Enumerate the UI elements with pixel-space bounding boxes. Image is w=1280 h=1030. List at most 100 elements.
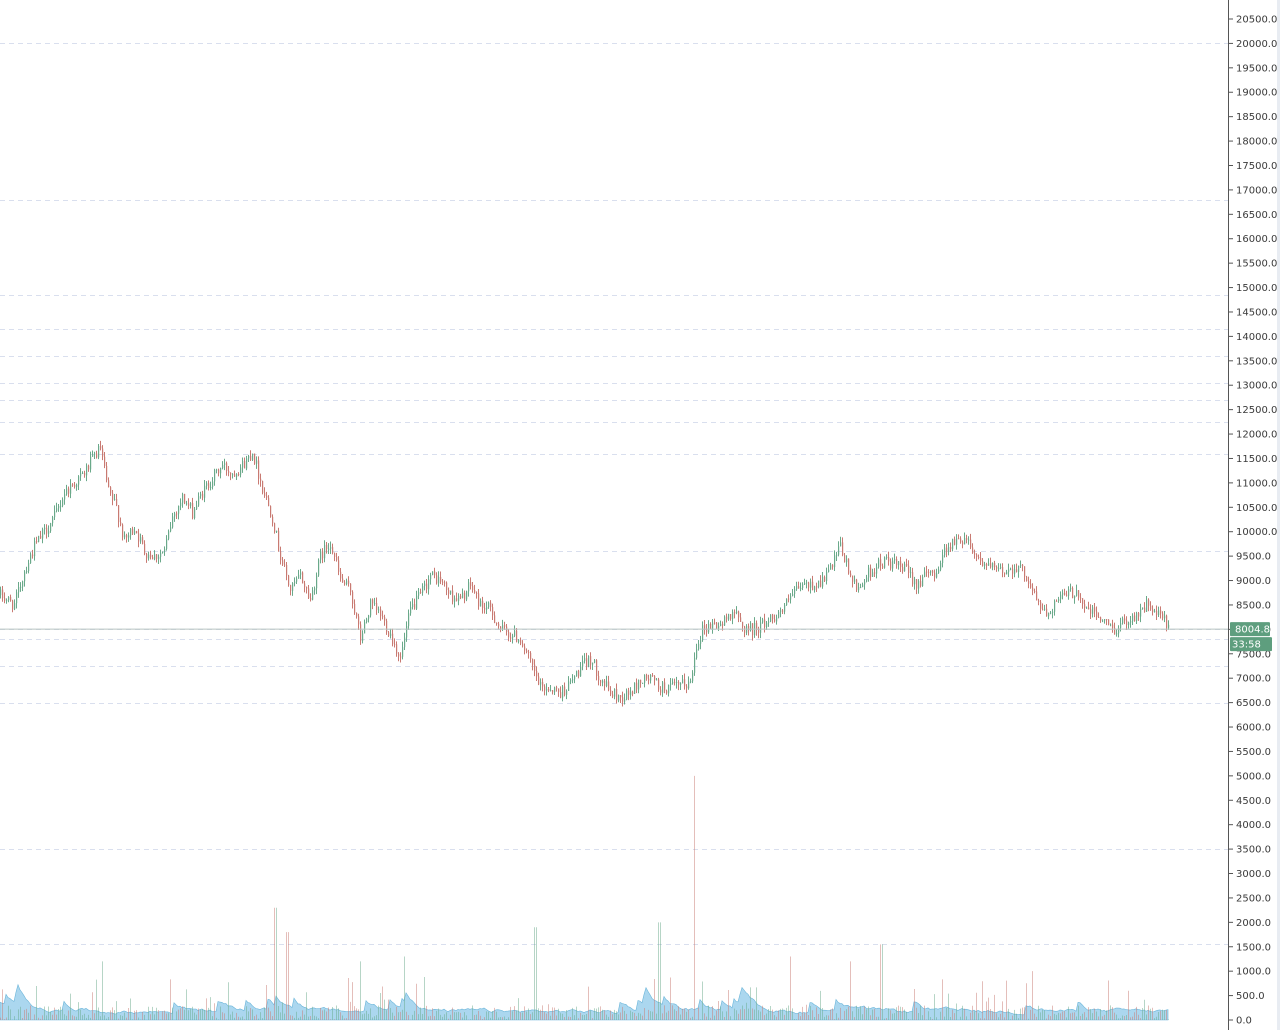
candle — [1022, 564, 1024, 572]
candle — [508, 629, 510, 642]
candle — [322, 548, 324, 564]
candle — [126, 533, 128, 543]
candle — [958, 534, 960, 540]
candle — [932, 569, 934, 576]
axis-tick-label: 20500.0 — [1236, 15, 1277, 26]
candle — [816, 582, 818, 592]
axis-tick-label: 6500.0 — [1236, 698, 1271, 709]
candle — [542, 678, 544, 692]
candle — [172, 512, 174, 529]
candle — [840, 536, 842, 547]
candle — [1118, 625, 1120, 638]
candle — [226, 461, 228, 476]
candle — [936, 568, 938, 579]
candle — [48, 525, 50, 538]
candle — [716, 621, 718, 629]
candle — [972, 543, 974, 554]
candle — [250, 450, 252, 461]
candle — [824, 575, 826, 583]
price-badges: 8004.8 33:58 — [1230, 622, 1272, 652]
candle — [904, 561, 906, 572]
axis-tick-label: 19500.0 — [1236, 63, 1277, 74]
axis-tick-label: 1500.0 — [1236, 942, 1271, 953]
candle — [546, 683, 548, 696]
candle — [680, 682, 682, 690]
candle — [616, 683, 618, 704]
candle — [574, 675, 576, 684]
candle — [524, 643, 526, 655]
candle — [672, 678, 674, 685]
candle — [114, 493, 116, 501]
candle — [982, 558, 984, 567]
candle — [116, 493, 118, 507]
candle — [272, 514, 274, 527]
candle — [144, 540, 146, 556]
candle — [434, 567, 436, 579]
candle — [92, 450, 94, 457]
candle — [550, 684, 552, 692]
candle — [624, 693, 626, 705]
candle — [12, 599, 14, 613]
axis-tick-label: 11500.0 — [1236, 454, 1277, 465]
axis-tick-label: 14000.0 — [1236, 332, 1277, 343]
candle — [86, 463, 88, 482]
candle — [584, 653, 586, 664]
candle — [788, 594, 790, 603]
candle — [916, 579, 918, 595]
candle — [422, 583, 424, 596]
candle — [812, 575, 814, 591]
candle — [520, 637, 522, 646]
candle — [1104, 618, 1106, 624]
candle — [660, 686, 662, 696]
candle — [630, 687, 632, 700]
candle — [1092, 604, 1094, 618]
candle — [164, 546, 166, 556]
candle — [54, 505, 56, 521]
axis-tick-label: 20000.0 — [1236, 39, 1277, 50]
candle — [1030, 579, 1032, 589]
candle — [634, 682, 636, 695]
candle — [1066, 590, 1068, 597]
candle — [590, 652, 592, 670]
candle — [944, 544, 946, 558]
candle — [694, 652, 696, 676]
candle — [586, 652, 588, 670]
candle — [246, 455, 248, 471]
candle — [534, 659, 536, 677]
candle — [1024, 566, 1026, 582]
candle — [612, 690, 614, 699]
candle — [228, 466, 230, 477]
candle — [706, 623, 708, 637]
candle — [0, 586, 2, 599]
candle — [1074, 595, 1076, 604]
candle — [50, 522, 52, 533]
candle — [4, 592, 6, 604]
candle — [890, 558, 892, 571]
candle — [858, 582, 860, 593]
candle — [908, 560, 910, 579]
candle — [644, 674, 646, 688]
candle — [1134, 612, 1136, 622]
candle — [1138, 611, 1140, 621]
price-axis[interactable]: 20500.0 20000.0 19500.0 19000.0 18500.0 18000… — [1228, 0, 1277, 1030]
candle — [270, 505, 272, 518]
candle — [134, 526, 136, 536]
axis-tick-label: 17000.0 — [1236, 185, 1277, 196]
candle — [428, 575, 430, 595]
candle — [436, 572, 438, 585]
candle — [264, 487, 266, 498]
candle — [1002, 563, 1004, 578]
candle — [480, 598, 482, 607]
candle — [372, 598, 374, 610]
scrollbar-track[interactable] — [1277, 0, 1280, 1030]
candle — [844, 553, 846, 563]
candle — [740, 612, 742, 623]
candle — [432, 571, 434, 576]
candle — [244, 457, 246, 469]
candle — [868, 564, 870, 582]
candle — [52, 515, 54, 527]
candle — [802, 582, 804, 591]
candle — [1112, 619, 1114, 633]
candle — [396, 641, 398, 657]
